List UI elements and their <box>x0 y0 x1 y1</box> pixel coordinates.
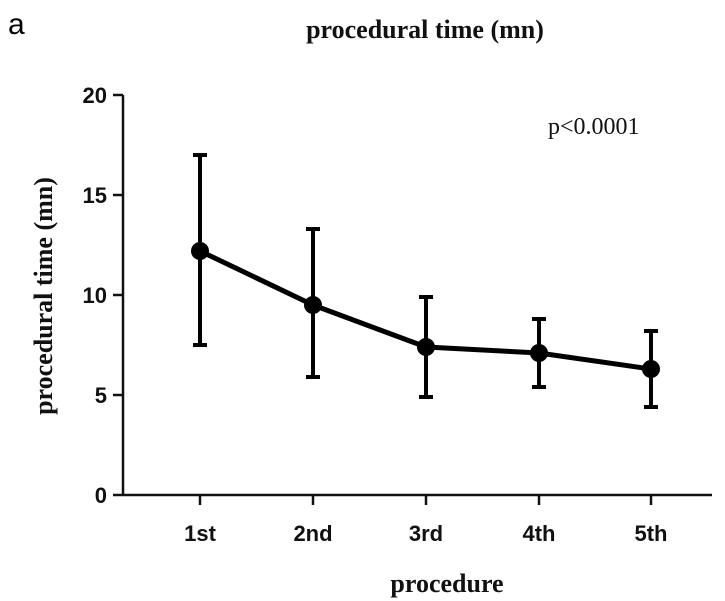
y-tick-label: 5 <box>95 383 107 408</box>
x-tick-label: 5th <box>635 521 668 546</box>
axes: 0 5 10 15 20 1st 2nd 3rd 4th 5th <box>83 83 712 546</box>
x-tick-label: 2nd <box>293 521 332 546</box>
x-tick-label: 3rd <box>409 521 443 546</box>
data-point <box>530 344 548 362</box>
panel-letter: a <box>8 8 25 41</box>
y-tick-label: 0 <box>95 483 107 508</box>
data-point <box>191 242 209 260</box>
x-tick-label: 1st <box>184 521 216 546</box>
x-tick-label: 4th <box>523 521 556 546</box>
y-tick-label: 15 <box>83 183 107 208</box>
y-axis-label: procedural time (mn) <box>29 177 58 415</box>
x-axis-label: procedure <box>390 569 503 598</box>
y-tick-label: 10 <box>83 283 107 308</box>
data-point <box>642 360 660 378</box>
data-marks <box>191 153 660 409</box>
data-point <box>304 296 322 314</box>
y-tick-label: 20 <box>83 83 107 108</box>
p-value-annotation: p<0.0001 <box>548 114 640 140</box>
chart-title: procedural time (mn) <box>306 15 544 44</box>
data-point <box>417 338 435 356</box>
